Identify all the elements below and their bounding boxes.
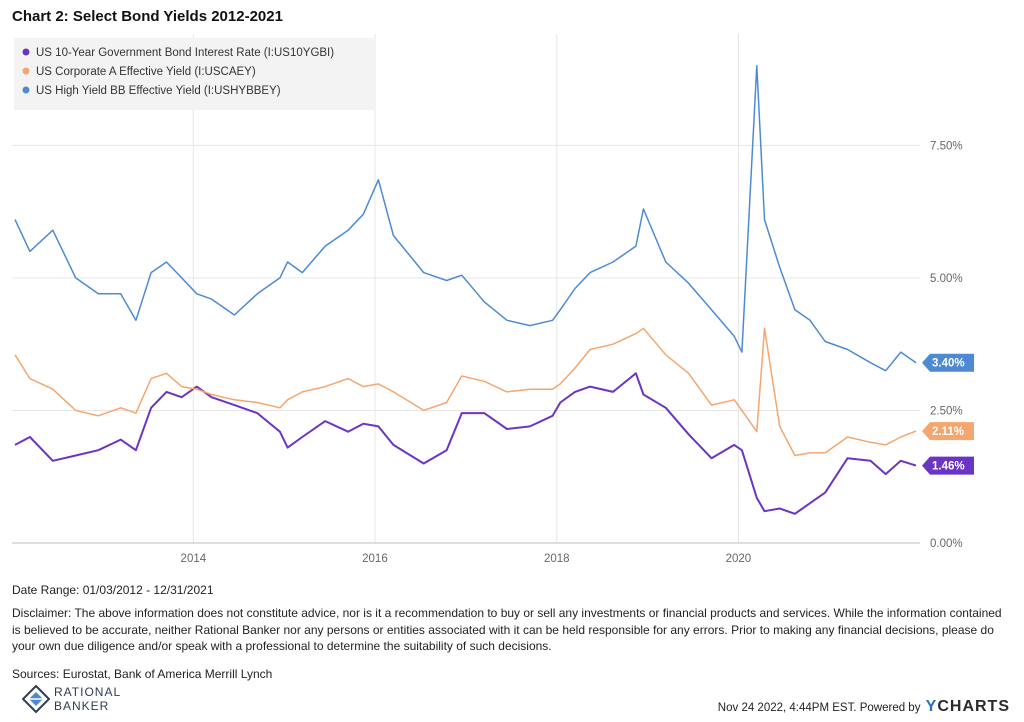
ycharts-logo[interactable]: YCHARTS xyxy=(926,698,1010,715)
date-range: Date Range: 01/03/2012 - 12/31/2021 xyxy=(12,583,214,597)
end-labels: 1.46% 2.11% 3.40% xyxy=(922,353,974,475)
legend-entry: US High Yield BB Effective Yield (I:USHY… xyxy=(36,85,281,97)
x-tick-label: 2018 xyxy=(544,553,570,565)
y-tick-label: 2.50% xyxy=(930,405,963,417)
grid-lines xyxy=(12,34,920,544)
powered-by-label: Powered by xyxy=(859,702,921,714)
footer-attribution: Nov 24 2022, 4:44PM EST. Powered by YCHA… xyxy=(718,698,1010,716)
chart-plot: US 10-Year Government Bond Interest Rate… xyxy=(12,34,974,565)
end-label-badge xyxy=(922,422,974,441)
y-tick-label: 5.00% xyxy=(930,273,963,285)
end-label-badge xyxy=(922,353,974,372)
ycharts-logo-y: Y xyxy=(925,698,938,715)
x-tick-label: 2014 xyxy=(181,553,207,565)
rational-banker-logo-mark xyxy=(22,685,50,714)
timestamp: Nov 24 2022, 4:44PM EST. xyxy=(717,702,857,714)
x-tick-label: 2020 xyxy=(726,553,752,565)
series-lines xyxy=(14,65,917,515)
end-label-badge xyxy=(922,456,974,475)
legend-background xyxy=(14,38,376,110)
ycharts-logo-text: CHARTS xyxy=(937,698,1010,715)
x-axis-ticks: 2014 2016 2018 2020 xyxy=(181,553,752,565)
legend: US 10-Year Government Bond Interest Rate… xyxy=(14,38,376,110)
disclaimer-text: Disclaimer: The above information does n… xyxy=(12,606,1002,653)
series-line-1 xyxy=(14,372,917,515)
y-tick-label: 0.00% xyxy=(930,538,963,550)
end-label-value: 3.40% xyxy=(932,358,965,370)
x-tick-label: 2016 xyxy=(362,553,388,565)
legend-marker xyxy=(22,48,30,56)
legend-entry: US Corporate A Effective Yield (I:USCAEY… xyxy=(36,66,256,78)
y-tick-label: 7.50% xyxy=(930,140,963,152)
chart-title: Chart 2: Select Bond Yields 2012-2021 xyxy=(12,8,283,25)
legend-marker xyxy=(22,67,30,75)
brand-name: RATIONAL BANKER xyxy=(54,685,122,713)
series-line-3 xyxy=(14,65,917,372)
end-label-value: 1.46% xyxy=(932,461,965,473)
legend-entry: US 10-Year Government Bond Interest Rate… xyxy=(36,47,334,59)
y-axis-ticks: 7.50% 5.00% 2.50% 0.00% xyxy=(930,140,963,550)
series-line-2 xyxy=(14,327,917,457)
legend-marker xyxy=(22,86,30,94)
end-label-value: 2.11% xyxy=(932,426,964,438)
sources-text: Sources: Eurostat, Bank of America Merri… xyxy=(12,667,273,681)
